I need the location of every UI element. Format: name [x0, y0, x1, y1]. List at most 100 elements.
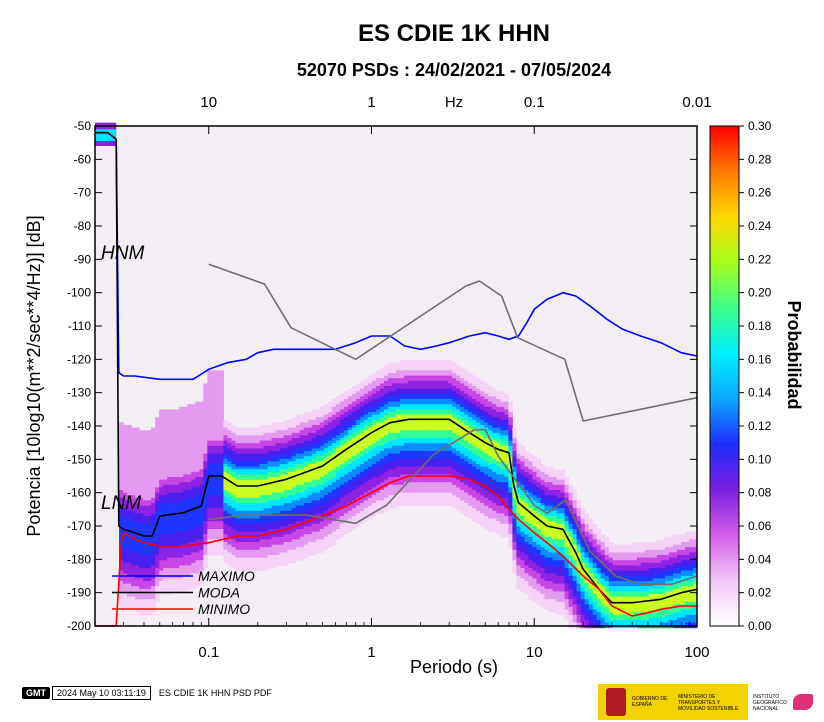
heatmap-cell — [351, 510, 357, 514]
heatmap-cell — [231, 500, 236, 504]
heatmap-cell — [187, 542, 192, 545]
heatmap-cell — [143, 448, 148, 452]
heatmap-cell — [235, 565, 240, 569]
heatmap-cell — [351, 425, 357, 428]
heatmap-cell — [279, 432, 285, 436]
heatmap-cell — [167, 500, 172, 504]
heatmap-cell — [251, 565, 257, 569]
heatmap-cell — [235, 531, 240, 535]
heatmap-cell — [424, 367, 429, 371]
heatmap-cell — [319, 432, 325, 436]
heatmap-cell — [279, 560, 285, 564]
heatmap-cell — [400, 425, 405, 428]
heatmap-cell — [127, 445, 132, 449]
heatmap-cell — [195, 536, 200, 540]
heatmap-cell — [311, 456, 317, 460]
heatmap-cell — [259, 508, 265, 512]
heatmap-cell — [171, 581, 176, 584]
heatmap-cell — [343, 523, 349, 527]
heatmap-cell — [416, 406, 421, 410]
heatmap-cell — [396, 487, 401, 491]
heatmap-cell — [255, 552, 261, 556]
heatmap-cell — [227, 500, 232, 504]
heatmap-cell — [323, 547, 329, 551]
heatmap-cell — [432, 438, 437, 441]
heatmap-cell — [179, 440, 184, 444]
heatmap-cell — [167, 435, 172, 439]
heatmap-cell — [271, 482, 277, 486]
heatmap-cell — [163, 510, 168, 514]
heatmap-cell — [424, 440, 429, 444]
heatmap-cell — [143, 510, 148, 514]
heatmap-cell — [139, 516, 144, 519]
heatmap-cell — [155, 451, 160, 454]
heatmap-cell — [187, 464, 192, 467]
heatmap-cell — [151, 516, 156, 519]
heatmap-cell — [119, 464, 124, 467]
heatmap-cell — [207, 469, 212, 473]
heatmap-cell — [127, 508, 132, 512]
heatmap-cell — [379, 497, 385, 501]
heatmap-cell — [339, 495, 345, 499]
heatmap-cell — [279, 492, 285, 496]
heatmap-cell — [331, 495, 337, 499]
heatmap-cell — [243, 458, 248, 462]
heatmap-cell — [227, 474, 232, 478]
heatmap-cell — [287, 453, 293, 457]
heatmap-cell — [203, 560, 208, 564]
heatmap-cell — [375, 503, 381, 506]
chart-title: ES CDIE 1K HHN — [358, 20, 550, 47]
heatmap-cell — [187, 575, 192, 579]
heatmap-cell — [235, 497, 240, 501]
heatmap-cell — [215, 388, 220, 392]
heatmap-cell — [396, 469, 401, 473]
heatmap-cell — [179, 417, 184, 421]
heatmap-cell — [371, 464, 377, 467]
heatmap-cell — [203, 406, 208, 410]
heatmap-cell — [135, 601, 140, 605]
heatmap-cell — [315, 542, 321, 545]
heatmap-cell — [327, 414, 333, 418]
heatmap-cell — [131, 521, 136, 525]
heatmap-cell — [247, 466, 253, 470]
heatmap-cell — [143, 536, 148, 540]
heatmap-cell — [223, 440, 228, 444]
heatmap-cell — [187, 461, 192, 465]
heatmap-cell — [327, 542, 333, 545]
heatmap-cell — [179, 419, 184, 423]
heatmap-cell — [343, 500, 349, 504]
heatmap-cell — [179, 451, 184, 454]
heatmap-cell — [347, 495, 353, 499]
heatmap-cell — [367, 383, 373, 387]
heatmap-cell — [387, 477, 393, 480]
heatmap-cell — [239, 557, 244, 561]
heatmap-cell — [203, 453, 208, 457]
heatmap-cell — [183, 482, 188, 486]
heatmap-cell — [127, 466, 132, 470]
heatmap-cell — [167, 487, 172, 491]
heatmap-cell — [339, 393, 345, 397]
heatmap-cell — [151, 505, 156, 509]
heatmap-cell — [159, 560, 164, 564]
heatmap-cell — [199, 492, 204, 496]
heatmap-cell — [135, 557, 140, 561]
heatmap-cell — [147, 518, 152, 522]
heatmap-cell — [175, 573, 180, 577]
heatmap-cell — [416, 490, 421, 493]
heatmap-cell — [436, 435, 441, 439]
heatmap-cell — [119, 495, 124, 499]
heatmap-cell — [347, 490, 353, 493]
heatmap-cell — [187, 562, 192, 566]
heatmap-cell — [155, 523, 160, 527]
heatmap-cell — [191, 586, 196, 590]
heatmap-cell — [319, 529, 325, 532]
heatmap-cell — [159, 448, 164, 452]
heatmap-cell — [151, 495, 156, 499]
heatmap-cell — [404, 367, 409, 371]
heatmap-cell — [339, 464, 345, 467]
heatmap-cell — [416, 500, 421, 504]
heatmap-cell — [259, 529, 265, 532]
heatmap-cell — [251, 435, 257, 439]
heatmap-cell — [307, 477, 313, 480]
